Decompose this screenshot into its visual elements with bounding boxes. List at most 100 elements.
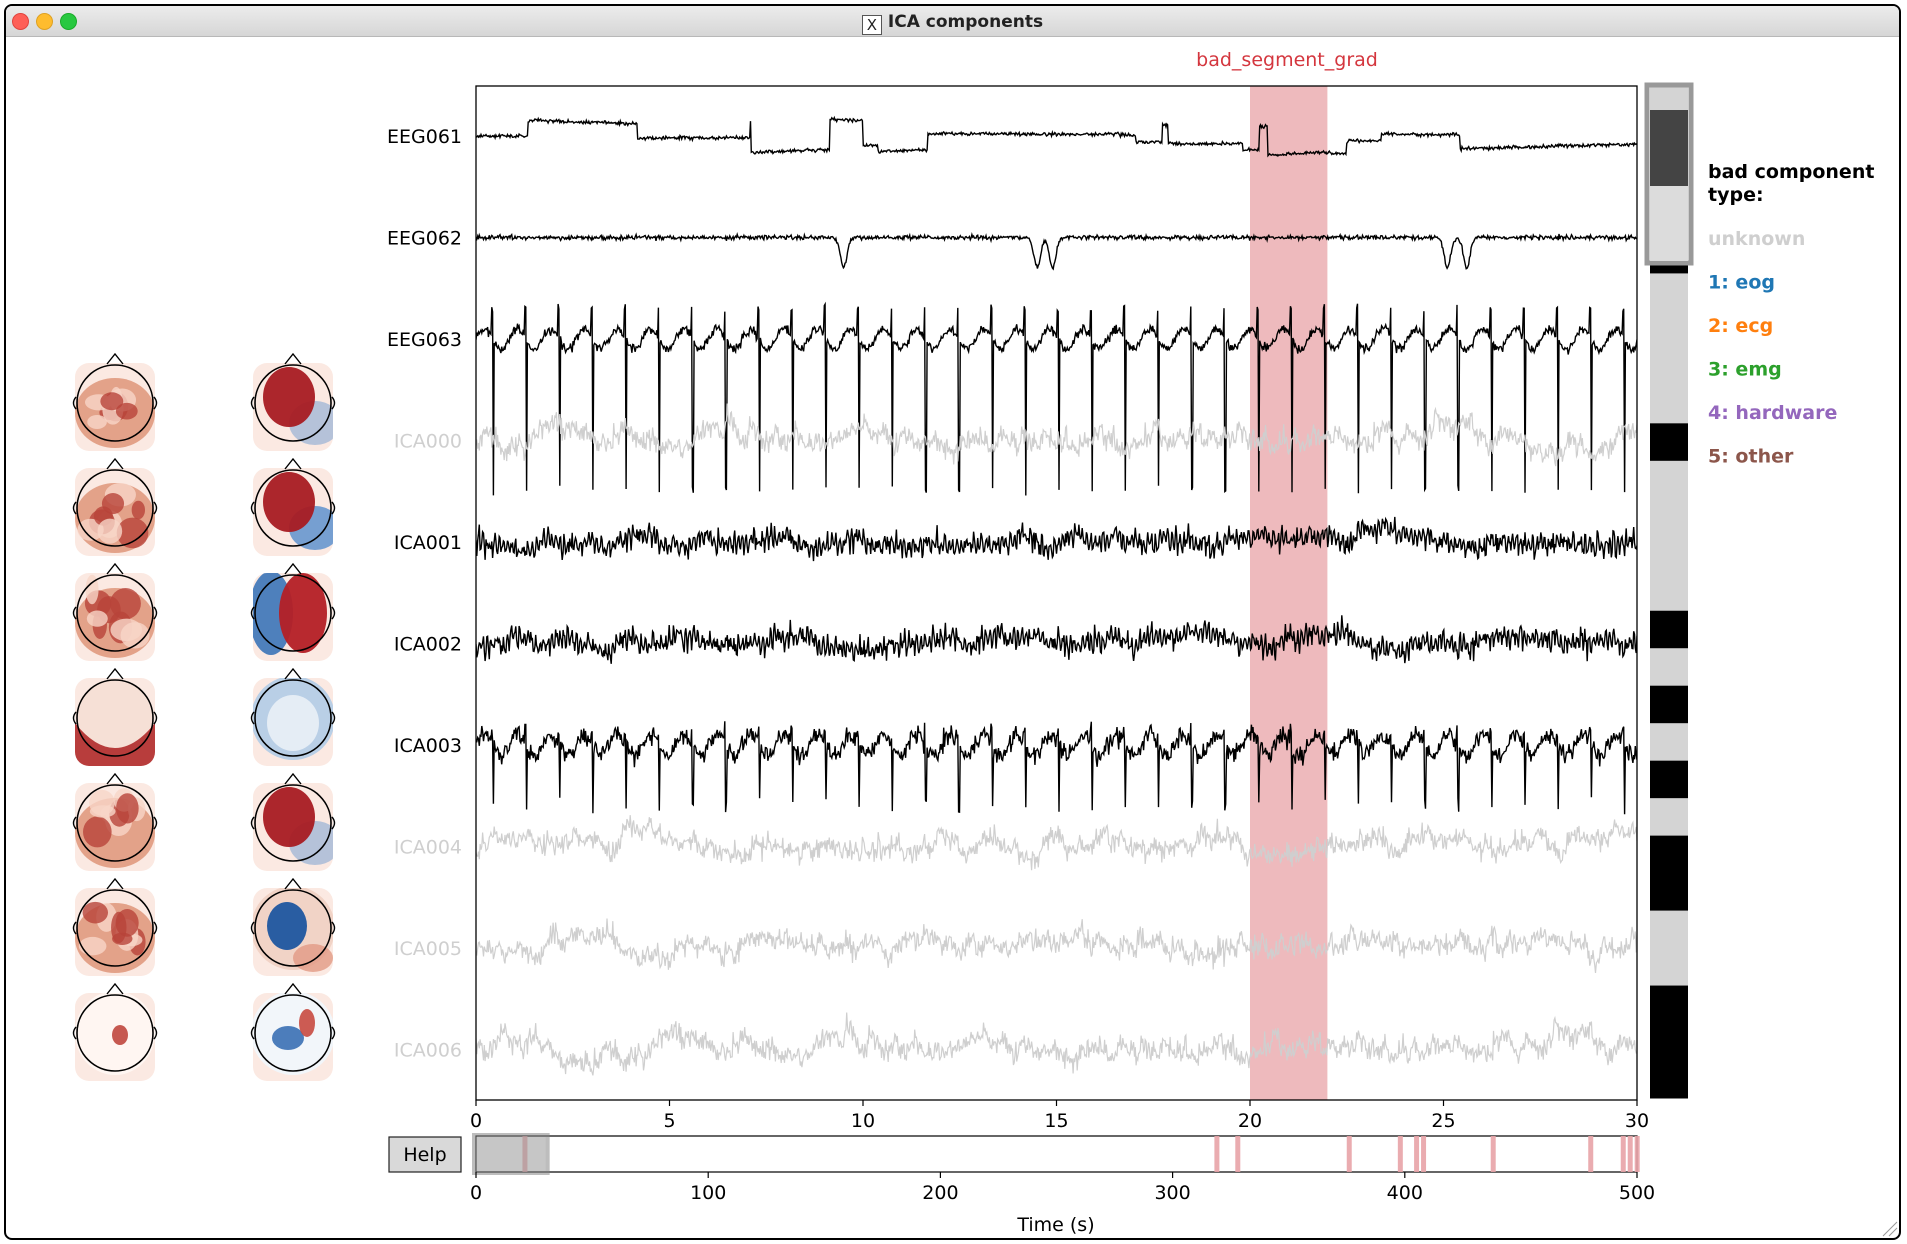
scrollbar-channel-cell[interactable] — [1650, 610, 1688, 649]
channel-label[interactable]: EEG062 — [387, 228, 462, 250]
topomap[interactable] — [250, 877, 336, 976]
legend-item[interactable]: 1: eog — [1708, 272, 1775, 294]
scrollbar-channel-cell[interactable] — [1650, 873, 1688, 912]
legend-item[interactable]: 3: emg — [1708, 359, 1782, 381]
channel-scrollbar[interactable] — [1644, 82, 1694, 1099]
overview-annotation — [1634, 1136, 1640, 1172]
legend-item[interactable]: 2: ecg — [1708, 315, 1773, 337]
overview-view-window[interactable] — [472, 1133, 550, 1175]
scrollbar-channel-cell[interactable] — [1650, 273, 1688, 312]
topomap[interactable] — [250, 667, 336, 766]
scrollbar-channel-cell[interactable] — [1650, 460, 1688, 499]
legend-title: bad component — [1708, 161, 1874, 183]
minimize-window-button[interactable] — [36, 13, 53, 30]
time-tick-label: 15 — [1044, 1110, 1068, 1132]
topomap[interactable] — [72, 667, 158, 768]
overview-tick-label: 300 — [1154, 1182, 1190, 1204]
time-axis: 0 5 10 15 20 25 30 — [470, 1100, 1649, 1132]
scrollbar-channel-cell[interactable] — [1650, 1060, 1688, 1099]
scrollbar-channel-cell[interactable] — [1650, 348, 1688, 387]
trace-ica003[interactable] — [476, 721, 1637, 815]
trace-eeg061[interactable] — [476, 115, 1637, 158]
topomap[interactable] — [72, 877, 158, 976]
scrollbar-channel-cell[interactable] — [1650, 498, 1688, 537]
scrollbar-channel-cell[interactable] — [1650, 948, 1688, 987]
trace-layer — [476, 115, 1637, 1076]
x11-icon: X — [861, 15, 882, 35]
scrollbar-channel-cell[interactable] — [1650, 760, 1688, 799]
channel-label[interactable]: EEG063 — [387, 329, 462, 351]
topomap[interactable] — [72, 352, 158, 451]
scrollbar-channel-cell[interactable] — [1650, 648, 1688, 687]
scrollbar-channel-cell[interactable] — [1650, 423, 1688, 462]
legend-item[interactable]: 5: other — [1708, 446, 1794, 468]
channel-label[interactable]: ICA002 — [394, 634, 462, 656]
scrollbar-channel-cell[interactable] — [1650, 535, 1688, 574]
scrollbar-channel-cell[interactable] — [1650, 985, 1688, 1024]
topomap[interactable] — [250, 457, 342, 556]
legend-item[interactable]: 4: hardware — [1708, 402, 1837, 424]
overview-annotation — [1235, 1136, 1241, 1172]
scrollbar-thumb[interactable] — [1650, 110, 1688, 186]
overview-track[interactable] — [475, 1135, 1638, 1173]
overview-annotation — [1397, 1136, 1403, 1172]
zoom-window-button[interactable] — [60, 13, 77, 30]
time-tick-label: 10 — [851, 1110, 875, 1132]
channel-label[interactable]: ICA004 — [394, 837, 462, 859]
channel-label[interactable]: ICA000 — [394, 431, 462, 453]
overview-annotation — [1620, 1136, 1626, 1172]
channel-label[interactable]: EEG061 — [387, 126, 462, 148]
window-title: X ICA components — [6, 12, 1899, 35]
trace-eeg063[interactable] — [476, 301, 1637, 496]
scrollbar-channel-cell[interactable] — [1650, 835, 1688, 874]
trace-ica004[interactable] — [476, 815, 1637, 871]
trace-ica000[interactable] — [476, 403, 1637, 467]
overview-annotation — [1490, 1136, 1496, 1172]
scrollbar-channel-cell[interactable] — [1650, 723, 1688, 762]
channel-label[interactable]: ICA001 — [394, 532, 462, 554]
topomap[interactable] — [72, 772, 158, 871]
channel-label[interactable]: ICA005 — [394, 938, 462, 960]
window-title-text: ICA components — [887, 12, 1044, 32]
legend-item[interactable]: unknown — [1708, 228, 1805, 250]
channel-label[interactable]: ICA003 — [394, 735, 462, 757]
annotation-span[interactable] — [1250, 86, 1328, 1100]
trace-ica006[interactable] — [476, 1012, 1637, 1076]
topomap[interactable] — [249, 562, 336, 661]
overview-annotation — [1627, 1136, 1633, 1172]
scrollbar-channel-cell[interactable] — [1650, 310, 1688, 349]
overview-tick-label: 0 — [470, 1182, 482, 1204]
window-resize-grip-icon[interactable] — [1882, 1221, 1898, 1237]
scrollbar-channel-cell[interactable] — [1650, 910, 1688, 949]
trace-ica005[interactable] — [476, 918, 1637, 973]
scrollbar-view-indicator[interactable] — [1644, 82, 1694, 266]
topomap[interactable] — [250, 772, 342, 871]
scrollbar-thumb-lower — [1650, 186, 1688, 261]
scrollbar-channel-cell[interactable] — [1650, 385, 1688, 424]
topomap[interactable] — [72, 562, 158, 661]
overview-bar[interactable]: 0 100 200 300 400 500 — [470, 1133, 1655, 1204]
help-button[interactable]: Help — [388, 1136, 462, 1173]
topomap[interactable] — [72, 457, 158, 556]
title-bar: X ICA components — [6, 6, 1899, 37]
overview-annotation — [1214, 1136, 1220, 1172]
trace-ica001[interactable] — [476, 516, 1637, 562]
close-window-button[interactable] — [12, 13, 29, 30]
topomap[interactable] — [72, 982, 158, 1081]
overview-annotation — [1346, 1136, 1352, 1172]
trace-eeg062[interactable] — [476, 231, 1637, 271]
overview-annotation — [1414, 1136, 1420, 1172]
topomap[interactable] — [250, 352, 342, 451]
annotation-label: bad_segment_grad — [1196, 49, 1378, 71]
scrollbar-channel-cell[interactable] — [1650, 1023, 1688, 1062]
legend-title-2: type: — [1708, 184, 1764, 206]
annotation-layer — [1250, 86, 1328, 1100]
channel-label[interactable]: ICA006 — [394, 1040, 462, 1062]
topomap[interactable] — [250, 982, 336, 1081]
scrollbar-channel-cell[interactable] — [1650, 573, 1688, 612]
scrollbar-channel-cell[interactable] — [1650, 685, 1688, 724]
trace-ica002[interactable] — [476, 615, 1637, 664]
scrollbar-channel-cell[interactable] — [1650, 798, 1688, 837]
